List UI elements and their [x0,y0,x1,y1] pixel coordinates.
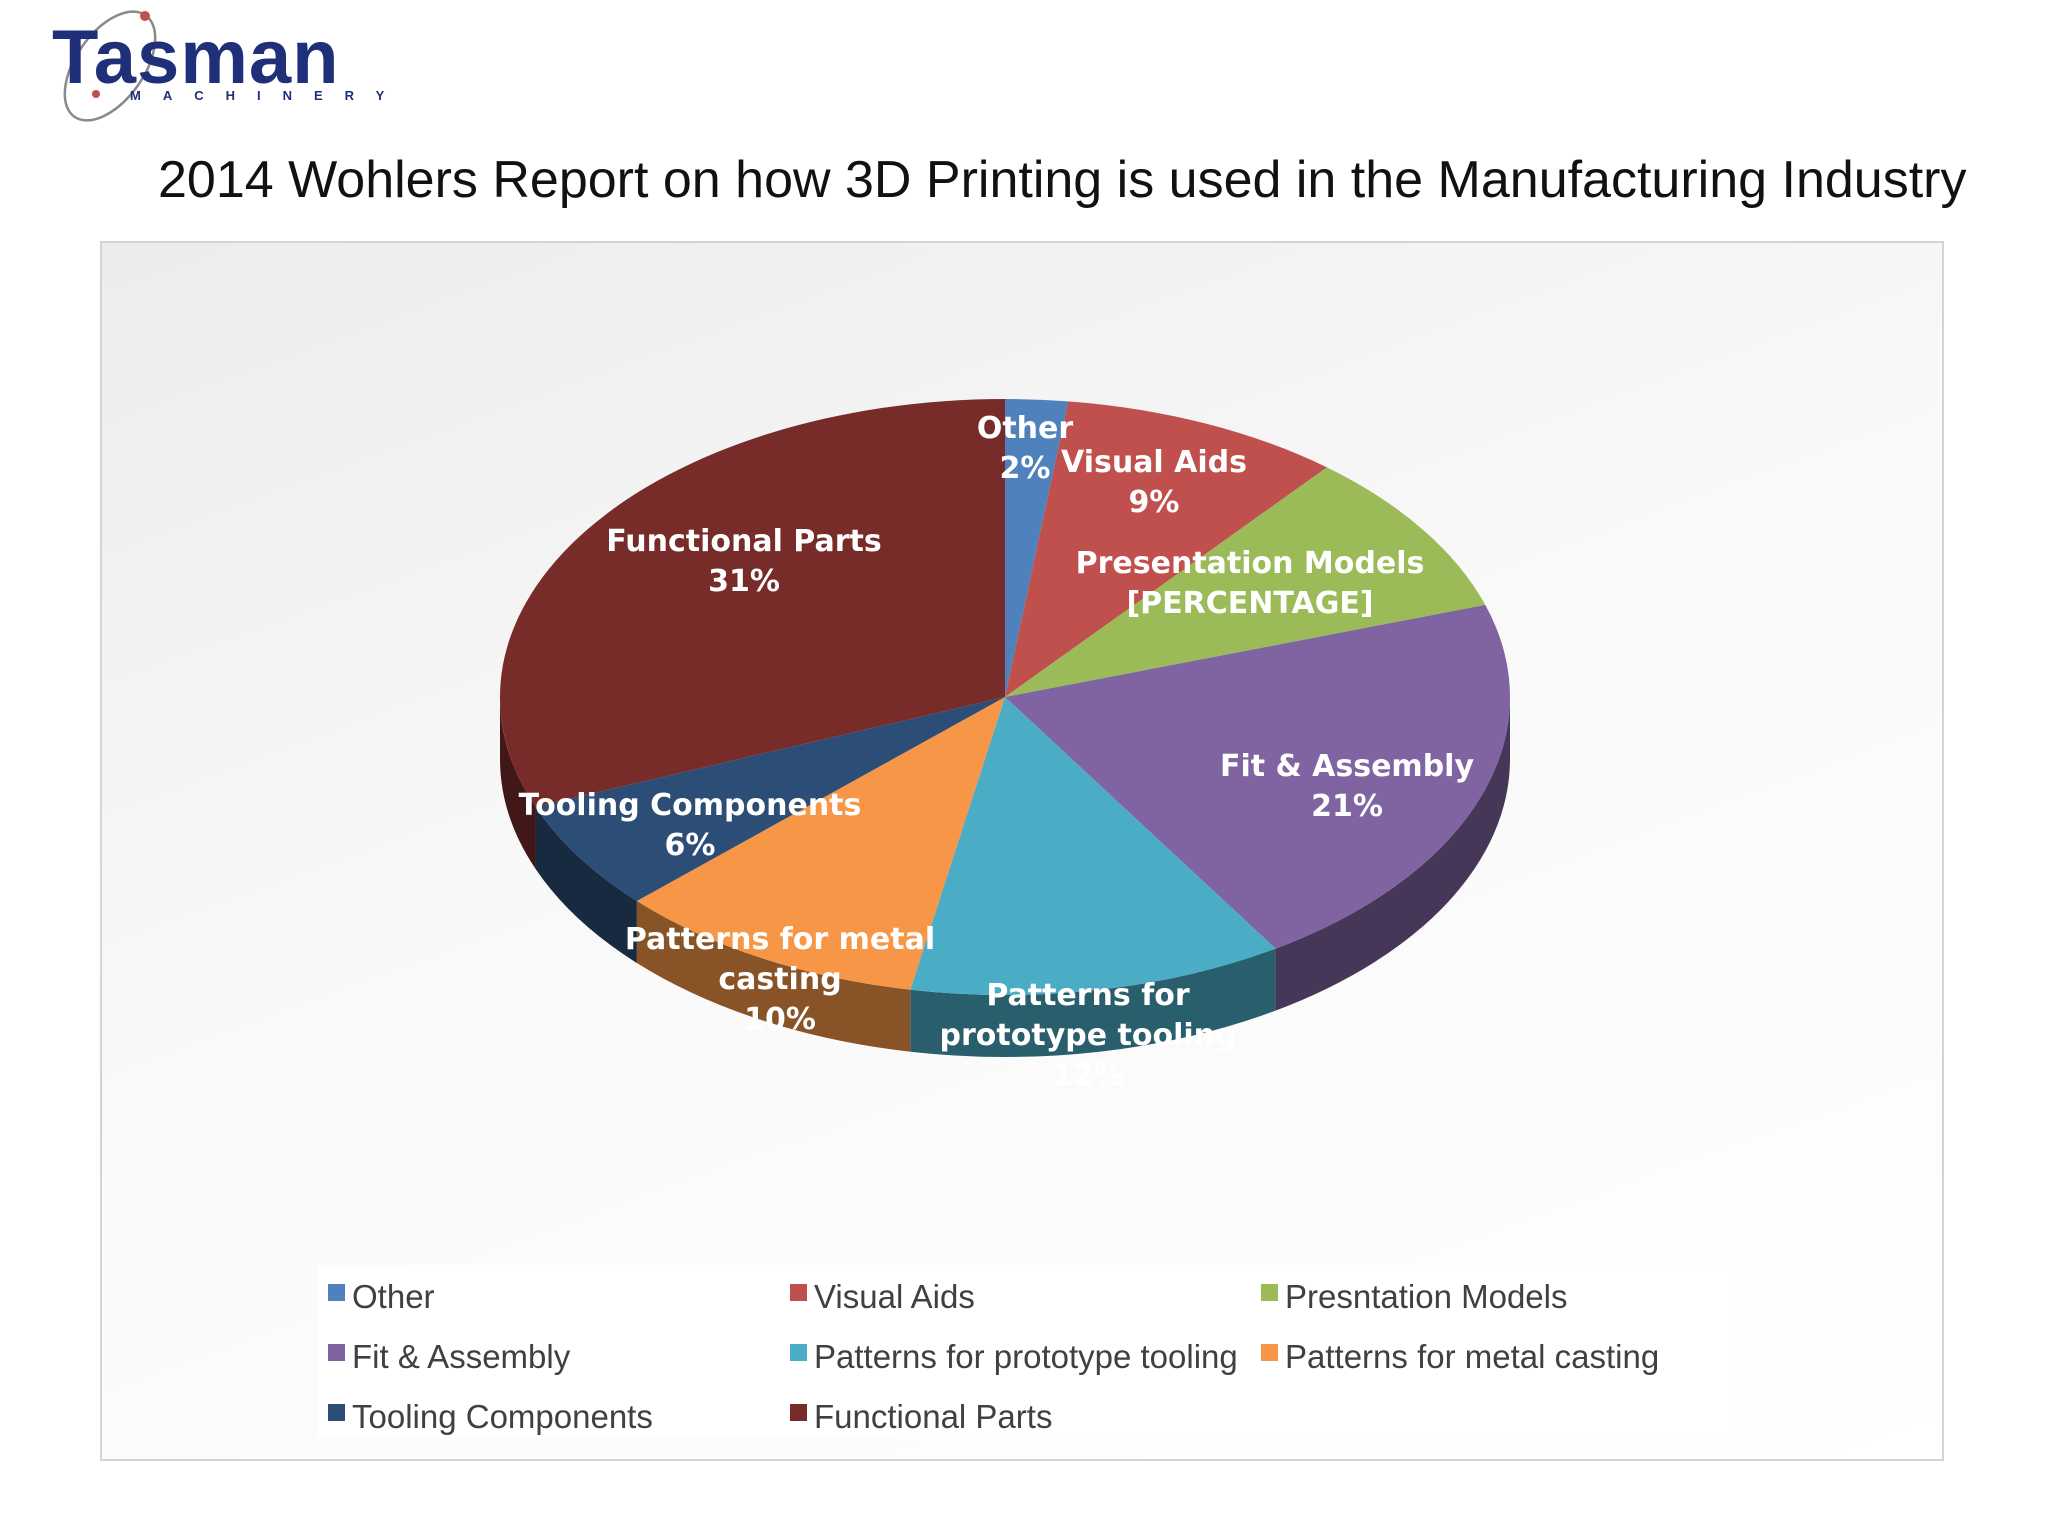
legend-label: Presntation Models [1285,1278,1568,1315]
legend-item-visual-aids: Visual Aids [790,1277,975,1317]
legend-label: Visual Aids [814,1278,975,1315]
logo-wordmark: Tasman [52,15,340,100]
legend-item-other: Other [328,1277,435,1317]
pie-slice-tooling-components [535,697,1005,901]
pie-side-fit-and-assembly [1275,697,1510,1011]
chart-legend: Other Visual Aids Presntation Models Fit & … [318,1265,1728,1438]
logo-tagline: MACHINERY [130,88,407,103]
legend-swatch [790,1343,807,1361]
legend-item-patterns-for-prototype-tooling: Patterns for prototype tooling [790,1337,1238,1377]
legend-swatch [328,1343,345,1361]
legend-item-functional-parts: Functional Parts [790,1397,1052,1437]
legend-swatch [790,1403,807,1421]
legend-swatch [1261,1343,1278,1361]
legend-item-patterns-for-metal-casting: Patterns for metal casting [1261,1337,1659,1377]
slice-label-functional-parts: Functional Parts 31% [606,524,881,599]
legend-swatch [1261,1283,1278,1301]
legend-label: Other [352,1278,435,1315]
pie-slice-visual-aids [1005,401,1327,697]
pie-slice-patterns-for-prototype-tooling [910,697,1276,995]
slice-label-presentation-models: Presentation Models [PERCENTAGE] [1076,546,1425,621]
legend-label: Fit & Assembly [352,1338,571,1375]
legend-label: Patterns for metal casting [1285,1338,1660,1375]
pie-side-functional-parts [500,697,536,869]
legend-swatch [790,1283,807,1301]
pie-slice-fit-and-assembly [1005,604,1510,949]
slice-label-visual-aids: Visual Aids 9% [1061,445,1247,520]
legend-item-presntation-models: Presntation Models [1261,1277,1567,1317]
pie-side-tooling-components [535,806,637,963]
logo-orbit-icon [63,10,157,122]
slice-label-patterns-for-metal-casting: Patterns for metal casting 10% [625,922,935,1037]
legend-label: Functional Parts [814,1398,1053,1435]
pie-side-patterns-for-metal-casting [636,900,911,1052]
legend-swatch [328,1403,345,1421]
pie-slice-functional-parts [500,399,1005,807]
slice-label-patterns-for-prototype-tooling: Patterns for prototype tooling 12% [940,978,1237,1093]
pie-slice-presentation-models [1005,467,1486,697]
legend-label: Tooling Components [352,1398,653,1435]
tasman-logo: Tasman MACHINERY [30,6,390,126]
legend-swatch [328,1283,345,1301]
pie-slice-other [1005,399,1069,697]
legend-item-tooling-components: Tooling Components [328,1397,653,1437]
page-title: 2014 Wohlers Report on how 3D Printing i… [158,151,1967,209]
slice-label-fit-and-assembly: Fit & Assembly 21% [1220,749,1474,824]
pie-side-patterns-for-prototype-tooling [910,948,1276,1057]
slice-label-tooling-components: Tooling Components 6% [519,788,862,863]
legend-label: Patterns for prototype tooling [814,1338,1238,1375]
slice-label-other: Other 2% [977,411,1074,486]
pie-slice-patterns-for-metal-casting [636,697,1005,990]
legend-item-fit-and-assembly: Fit & Assembly [328,1337,570,1377]
